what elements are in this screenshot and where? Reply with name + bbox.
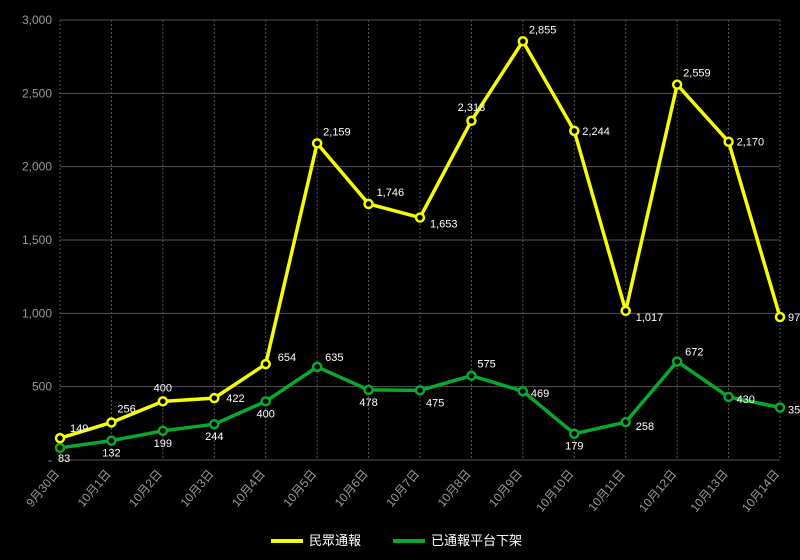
- data-label-platform_takedown: 199: [154, 438, 172, 450]
- series-marker-platform_takedown: [622, 418, 630, 426]
- x-tick-label: 10月5日: [280, 467, 319, 510]
- series-marker-public_reports: [673, 81, 681, 89]
- series-marker-platform_takedown: [570, 430, 578, 438]
- x-tick-label: 10月6日: [332, 467, 371, 510]
- series-marker-platform_takedown: [262, 397, 270, 405]
- series-marker-platform_takedown: [56, 444, 64, 452]
- x-tick-label: 10月7日: [383, 467, 422, 510]
- data-label-public_reports: 149: [70, 423, 88, 435]
- data-label-public_reports: 1,746: [377, 187, 405, 199]
- series-marker-public_reports: [107, 418, 115, 426]
- data-label-public_reports: 2,855: [529, 24, 557, 36]
- x-tick-label: 10月1日: [75, 467, 114, 510]
- x-tick-label: 10月11日: [585, 467, 628, 514]
- series-marker-public_reports: [210, 394, 218, 402]
- y-tick-label: 1,500: [22, 233, 52, 247]
- data-label-platform_takedown: 358: [788, 404, 800, 416]
- data-label-platform_takedown: 575: [477, 359, 495, 371]
- series-marker-platform_takedown: [725, 393, 733, 401]
- y-tick-label: 2,000: [22, 160, 52, 174]
- series-marker-platform_takedown: [673, 357, 681, 365]
- series-marker-platform_takedown: [210, 420, 218, 428]
- legend-label: 已通報平台下架: [431, 533, 522, 548]
- series-marker-platform_takedown: [313, 363, 321, 371]
- series-marker-public_reports: [776, 313, 784, 321]
- data-label-public_reports: 2,170: [737, 137, 765, 149]
- data-label-public_reports: 2,313: [458, 102, 486, 114]
- data-label-platform_takedown: 179: [565, 441, 583, 453]
- series-marker-platform_takedown: [467, 372, 475, 380]
- series-marker-public_reports: [467, 117, 475, 125]
- series-marker-public_reports: [622, 307, 630, 315]
- data-label-platform_takedown: 672: [685, 346, 703, 358]
- series-marker-platform_takedown: [519, 387, 527, 395]
- x-tick-label: 9月30日: [23, 467, 62, 510]
- data-label-platform_takedown: 430: [737, 394, 755, 406]
- series-marker-public_reports: [56, 434, 64, 442]
- x-tick-label: 10月3日: [178, 467, 217, 510]
- data-label-public_reports: 2,244: [582, 126, 610, 138]
- data-label-public_reports: 256: [117, 403, 135, 415]
- x-tick-label: 10月10日: [533, 467, 576, 515]
- data-label-platform_takedown: 478: [359, 397, 377, 409]
- legend-swatch: [271, 539, 303, 543]
- data-label-public_reports: 1,017: [636, 312, 664, 324]
- legend: 民眾通報 已通報平台下架: [271, 533, 522, 548]
- data-label-platform_takedown: 400: [257, 408, 275, 420]
- x-tick-label: 10月12日: [636, 467, 679, 515]
- data-label-public_reports: 2,559: [683, 68, 711, 80]
- x-tick-label: 10月8日: [435, 467, 474, 510]
- series-marker-platform_takedown: [416, 386, 424, 394]
- x-tick-label: 10月9日: [486, 467, 525, 510]
- y-tick-label: 1,000: [22, 306, 52, 320]
- legend-label: 民眾通報: [309, 533, 361, 548]
- y-tick-label: 2,500: [22, 86, 52, 100]
- series-marker-platform_takedown: [107, 437, 115, 445]
- data-label-platform_takedown: 258: [636, 421, 654, 433]
- data-label-platform_takedown: 635: [325, 352, 343, 364]
- series-marker-platform_takedown: [159, 427, 167, 435]
- x-tick-label: 10月13日: [688, 467, 731, 515]
- x-tick-label: 10月2日: [126, 467, 165, 510]
- series-marker-public_reports: [570, 127, 578, 135]
- series-marker-public_reports: [159, 397, 167, 405]
- data-label-platform_takedown: 244: [205, 431, 223, 443]
- series-marker-public_reports: [262, 360, 270, 368]
- series-marker-platform_takedown: [365, 386, 373, 394]
- data-label-platform_takedown: 475: [426, 397, 444, 409]
- series-marker-public_reports: [725, 138, 733, 146]
- legend-swatch: [393, 539, 425, 543]
- data-label-platform_takedown: 132: [102, 448, 120, 460]
- line-chart: - 500 1,000 1,500 2,000 2,500 3,000 9月30日 10月1日 1…: [0, 0, 800, 560]
- x-tick-label: 10月4日: [229, 467, 268, 510]
- y-tick-label: 3,000: [22, 13, 52, 27]
- data-label-public_reports: 2,159: [323, 126, 351, 138]
- series-marker-public_reports: [365, 200, 373, 208]
- data-label-public_reports: 400: [154, 382, 172, 394]
- data-label-platform_takedown: 83: [58, 453, 70, 465]
- series-marker-public_reports: [416, 214, 424, 222]
- data-label-public_reports: 975: [788, 312, 800, 324]
- data-label-public_reports: 654: [278, 352, 296, 364]
- data-label-platform_takedown: 469: [531, 388, 549, 400]
- series-marker-public_reports: [313, 139, 321, 147]
- series-marker-platform_takedown: [776, 403, 784, 411]
- data-label-public_reports: 422: [226, 393, 244, 405]
- y-tick-label: -: [48, 453, 52, 467]
- data-label-public_reports: 1,653: [430, 219, 458, 231]
- x-tick-label: 10月14日: [739, 467, 782, 515]
- y-tick-label: 500: [32, 380, 52, 394]
- series-marker-public_reports: [519, 37, 527, 45]
